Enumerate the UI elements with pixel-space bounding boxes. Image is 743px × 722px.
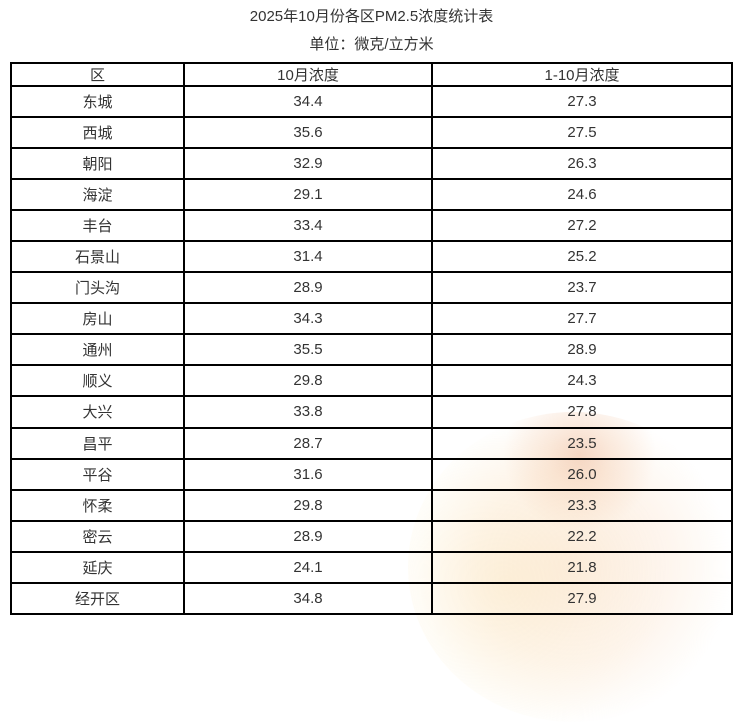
jan-to-oct-value-cell: 26.0	[431, 457, 733, 491]
column-header-october-concentration: 10月浓度	[183, 62, 433, 87]
jan-to-oct-value-cell: 24.3	[431, 364, 733, 398]
table-row: 昌平 28.7 23.5	[10, 426, 733, 460]
october-value-cell: 29.8	[183, 364, 433, 398]
table-row: 顺义 29.8 24.3	[10, 364, 733, 398]
table-row: 怀柔 29.8 23.3	[10, 488, 733, 522]
district-cell: 经开区	[10, 581, 185, 616]
district-cell: 通州	[10, 333, 185, 367]
district-cell: 门头沟	[10, 271, 185, 305]
october-value-cell: 29.8	[183, 488, 433, 522]
district-cell: 怀柔	[10, 488, 185, 522]
october-value-cell: 29.1	[183, 178, 433, 212]
column-header-district: 区	[10, 62, 185, 87]
table-row: 朝阳 32.9 26.3	[10, 147, 733, 181]
october-value-cell: 34.8	[183, 581, 433, 616]
jan-to-oct-value-cell: 27.2	[431, 209, 733, 243]
table-row: 经开区 34.8 27.9	[10, 581, 733, 616]
october-value-cell: 28.9	[183, 271, 433, 305]
october-value-cell: 34.3	[183, 302, 433, 336]
table-row: 门头沟 28.9 23.7	[10, 271, 733, 305]
table-row: 丰台 33.4 27.2	[10, 209, 733, 243]
district-cell: 海淀	[10, 178, 185, 212]
jan-to-oct-value-cell: 27.9	[431, 581, 733, 616]
october-value-cell: 31.4	[183, 240, 433, 274]
jan-to-oct-value-cell: 24.6	[431, 178, 733, 212]
district-cell: 顺义	[10, 364, 185, 398]
district-cell: 石景山	[10, 240, 185, 274]
jan-to-oct-value-cell: 22.2	[431, 519, 733, 553]
october-value-cell: 32.9	[183, 147, 433, 181]
table-row: 平谷 31.6 26.0	[10, 457, 733, 491]
unit-label: 单位：微克/立方米	[309, 36, 434, 53]
district-cell: 密云	[10, 519, 185, 553]
october-value-cell: 33.4	[183, 209, 433, 243]
jan-to-oct-value-cell: 27.7	[431, 302, 733, 336]
page-title: 2025年10月份各区PM2.5浓度统计表	[249, 8, 494, 25]
october-value-cell: 35.6	[183, 116, 433, 150]
table-row: 西城 35.6 27.5	[10, 116, 733, 150]
district-cell: 房山	[10, 302, 185, 336]
jan-to-oct-value-cell: 21.8	[431, 550, 733, 584]
district-cell: 西城	[10, 116, 185, 150]
jan-to-oct-value-cell: 25.2	[431, 240, 733, 274]
jan-to-oct-value-cell: 23.7	[431, 271, 733, 305]
column-header-jan-to-oct-concentration: 1-10月浓度	[431, 62, 733, 87]
jan-to-oct-value-cell: 23.3	[431, 488, 733, 522]
october-value-cell: 31.6	[183, 457, 433, 491]
table-row: 大兴 33.8 27.8	[10, 395, 733, 429]
october-value-cell: 28.7	[183, 426, 433, 460]
october-value-cell: 35.5	[183, 333, 433, 367]
table-row: 东城 34.4 27.3	[10, 84, 733, 119]
jan-to-oct-value-cell: 28.9	[431, 333, 733, 367]
jan-to-oct-value-cell: 27.8	[431, 395, 733, 429]
pm25-statistics-table: 区 10月浓度 1-10月浓度 东城 34.4 27.3 西城 35.6 27.5 朝阳 32…	[10, 62, 733, 616]
jan-to-oct-value-cell: 26.3	[431, 147, 733, 181]
district-cell: 平谷	[10, 457, 185, 491]
district-cell: 大兴	[10, 395, 185, 429]
district-cell: 昌平	[10, 426, 185, 460]
october-value-cell: 28.9	[183, 519, 433, 553]
table-row: 通州 35.5 28.9	[10, 333, 733, 367]
table-row: 密云 28.9 22.2	[10, 519, 733, 553]
district-cell: 丰台	[10, 209, 185, 243]
table-header-row: 区 10月浓度 1-10月浓度	[10, 62, 733, 87]
table-row: 延庆 24.1 21.8	[10, 550, 733, 584]
jan-to-oct-value-cell: 27.3	[431, 84, 733, 119]
jan-to-oct-value-cell: 23.5	[431, 426, 733, 460]
district-cell: 东城	[10, 84, 185, 119]
district-cell: 朝阳	[10, 147, 185, 181]
table-row: 石景山 31.4 25.2	[10, 240, 733, 274]
jan-to-oct-value-cell: 27.5	[431, 116, 733, 150]
table-row: 房山 34.3 27.7	[10, 302, 733, 336]
district-cell: 延庆	[10, 550, 185, 584]
table-row: 海淀 29.1 24.6	[10, 178, 733, 212]
october-value-cell: 34.4	[183, 84, 433, 119]
october-value-cell: 33.8	[183, 395, 433, 429]
october-value-cell: 24.1	[183, 550, 433, 584]
